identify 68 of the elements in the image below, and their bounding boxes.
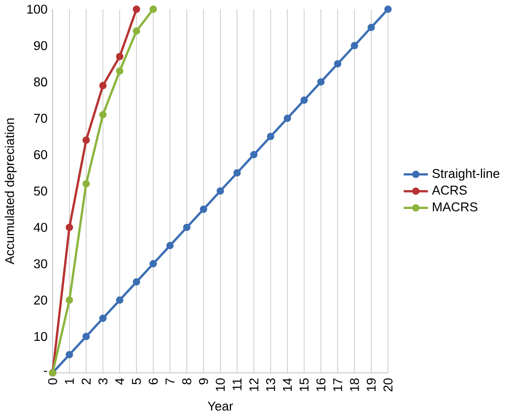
- y-tick-label: 80: [34, 77, 48, 86]
- x-tick-label: 6: [148, 378, 158, 384]
- point: [66, 350, 74, 358]
- point: [132, 5, 140, 13]
- point: [150, 260, 157, 268]
- x-tick-label: 18: [350, 378, 359, 391]
- point: [284, 114, 292, 122]
- y-axis-title: Accumulated depreciation: [4, 118, 17, 264]
- x-tick-label: 7: [166, 378, 174, 384]
- point: [116, 52, 124, 60]
- point: [216, 187, 224, 195]
- x-tick-label: 20: [383, 378, 393, 392]
- x-tick-label: 17: [333, 378, 342, 391]
- y-tick-label: 70: [34, 114, 48, 123]
- point: [99, 314, 107, 322]
- point: [334, 60, 342, 68]
- point: [183, 224, 190, 231]
- point: [384, 5, 392, 13]
- y-tick-label: 40: [34, 222, 48, 232]
- x-tick-label: 14: [282, 378, 292, 391]
- legend-label: ACRS: [432, 186, 467, 195]
- legend-label: MACRS: [432, 202, 478, 212]
- x-tick-label: 16: [316, 378, 326, 391]
- x-tick-label: 0: [48, 378, 58, 384]
- x-tick-label: 4: [115, 378, 124, 384]
- x-tick-label: 2: [82, 378, 91, 384]
- y-tick-label: 30: [34, 259, 48, 268]
- point: [82, 136, 90, 144]
- x-tick-label: 8: [182, 378, 192, 384]
- point: [166, 242, 174, 250]
- point: [116, 296, 124, 304]
- x-tick-label: 11: [232, 378, 242, 390]
- y-tick-label: 20: [34, 295, 48, 304]
- point: [200, 205, 208, 213]
- point: [132, 27, 140, 35]
- x-tick-label: 19: [366, 378, 376, 391]
- point: [150, 5, 157, 13]
- point: [66, 224, 74, 231]
- x-tick-label: 5: [132, 378, 141, 384]
- point: [300, 96, 308, 104]
- legend-label: Straight-line: [432, 168, 500, 180]
- x-axis-title: Year: [208, 402, 233, 410]
- x-tick-label: 9: [199, 378, 208, 384]
- point: [66, 296, 74, 304]
- point: [250, 150, 258, 158]
- point: [82, 332, 90, 340]
- x-tick-label: 13: [266, 378, 276, 391]
- point: [116, 67, 124, 75]
- y-tick-label: 100: [27, 4, 48, 14]
- point: [317, 78, 325, 86]
- x-tick-label: 1: [65, 378, 74, 384]
- x-tick-label: 12: [249, 378, 258, 391]
- x-tick-label: 3: [98, 378, 108, 384]
- point: [99, 110, 107, 118]
- x-tick-label: 10: [216, 378, 225, 391]
- point: [233, 168, 241, 176]
- point: [99, 82, 107, 90]
- point: [82, 180, 90, 188]
- point: [368, 24, 375, 31]
- point: [266, 132, 274, 140]
- y-tick-label: 10: [34, 332, 48, 341]
- point: [350, 42, 358, 50]
- x-tick-label: 15: [300, 378, 309, 391]
- y-tick-label: -: [44, 370, 48, 372]
- point: [132, 278, 140, 286]
- y-tick-label: 60: [34, 150, 48, 160]
- y-tick-label: 90: [34, 40, 48, 50]
- y-tick-label: 50: [34, 186, 48, 196]
